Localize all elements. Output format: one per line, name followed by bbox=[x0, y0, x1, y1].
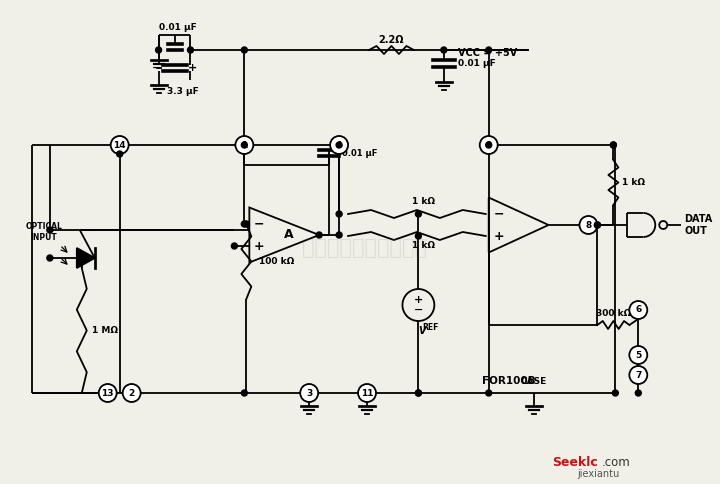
Text: 2: 2 bbox=[129, 389, 135, 397]
Text: V: V bbox=[418, 326, 426, 336]
Circle shape bbox=[358, 384, 376, 402]
Circle shape bbox=[336, 211, 342, 217]
Circle shape bbox=[486, 142, 492, 148]
Circle shape bbox=[99, 384, 117, 402]
Text: jiexiantu: jiexiantu bbox=[577, 469, 619, 479]
Circle shape bbox=[241, 142, 248, 148]
Text: 杭州捃睷科技有限公司: 杭州捃睷科技有限公司 bbox=[302, 238, 426, 258]
Circle shape bbox=[595, 222, 600, 228]
Circle shape bbox=[330, 136, 348, 154]
Circle shape bbox=[241, 47, 248, 53]
Circle shape bbox=[629, 301, 647, 319]
Circle shape bbox=[241, 390, 248, 396]
Text: 13: 13 bbox=[102, 389, 114, 397]
Circle shape bbox=[241, 221, 248, 227]
Text: 0.01 μF: 0.01 μF bbox=[342, 149, 377, 157]
Text: .com: .com bbox=[602, 455, 631, 469]
Text: +: + bbox=[188, 63, 197, 73]
Text: 3: 3 bbox=[306, 389, 312, 397]
Circle shape bbox=[441, 47, 447, 53]
Text: OPTICAL
INPUT: OPTICAL INPUT bbox=[25, 222, 63, 242]
Circle shape bbox=[111, 136, 129, 154]
Text: 3.3 μF: 3.3 μF bbox=[166, 88, 199, 96]
Circle shape bbox=[117, 151, 122, 157]
Circle shape bbox=[156, 47, 161, 53]
Text: +: + bbox=[254, 240, 265, 253]
Text: 1: 1 bbox=[241, 140, 248, 150]
Circle shape bbox=[300, 384, 318, 402]
Text: 11: 11 bbox=[361, 389, 373, 397]
Text: 7: 7 bbox=[635, 370, 642, 379]
Text: VCC = +5V: VCC = +5V bbox=[458, 48, 517, 58]
Circle shape bbox=[629, 366, 647, 384]
Text: FOR100B: FOR100B bbox=[482, 376, 536, 386]
Circle shape bbox=[187, 47, 194, 53]
Text: +: + bbox=[493, 229, 504, 242]
Text: 1 kΩ: 1 kΩ bbox=[622, 178, 645, 187]
Circle shape bbox=[611, 142, 616, 148]
Polygon shape bbox=[77, 248, 95, 268]
Circle shape bbox=[611, 142, 616, 148]
Text: 4: 4 bbox=[336, 140, 342, 150]
Text: 5: 5 bbox=[635, 350, 642, 360]
Text: 1 kΩ: 1 kΩ bbox=[412, 197, 435, 207]
Circle shape bbox=[629, 346, 647, 364]
Circle shape bbox=[47, 227, 53, 233]
Text: +: + bbox=[414, 295, 423, 305]
Text: CASE: CASE bbox=[521, 377, 546, 385]
Text: REF: REF bbox=[423, 323, 438, 333]
Circle shape bbox=[336, 232, 342, 238]
Text: 8: 8 bbox=[585, 221, 592, 229]
Circle shape bbox=[231, 243, 238, 249]
Text: 300 kΩ: 300 kΩ bbox=[595, 308, 631, 318]
Text: 0.01 μF: 0.01 μF bbox=[458, 60, 495, 69]
Text: −: − bbox=[493, 208, 504, 221]
Circle shape bbox=[122, 384, 140, 402]
Circle shape bbox=[415, 390, 421, 396]
Text: DATA
OUT: DATA OUT bbox=[684, 214, 712, 236]
Text: −: − bbox=[152, 63, 161, 73]
Circle shape bbox=[47, 255, 53, 261]
Text: 14: 14 bbox=[113, 140, 126, 150]
Text: 9: 9 bbox=[485, 140, 492, 150]
Circle shape bbox=[595, 222, 600, 228]
Circle shape bbox=[415, 211, 421, 217]
Circle shape bbox=[316, 232, 322, 238]
Text: 0.01 μF: 0.01 μF bbox=[158, 22, 197, 31]
Text: 6: 6 bbox=[635, 305, 642, 315]
Circle shape bbox=[336, 142, 342, 148]
Text: −: − bbox=[254, 217, 264, 230]
Circle shape bbox=[486, 47, 492, 53]
Text: A: A bbox=[284, 228, 294, 242]
Circle shape bbox=[613, 390, 618, 396]
Circle shape bbox=[235, 136, 253, 154]
Circle shape bbox=[635, 390, 642, 396]
Circle shape bbox=[480, 136, 498, 154]
Text: −: − bbox=[414, 305, 423, 315]
Text: 1 kΩ: 1 kΩ bbox=[412, 242, 435, 251]
Circle shape bbox=[415, 390, 421, 396]
Text: 2.2Ω: 2.2Ω bbox=[379, 35, 404, 45]
Circle shape bbox=[580, 216, 598, 234]
Text: 1 MΩ: 1 MΩ bbox=[91, 326, 118, 335]
Text: 100 kΩ: 100 kΩ bbox=[259, 257, 294, 266]
Text: Seeklc: Seeklc bbox=[553, 455, 598, 469]
Circle shape bbox=[415, 233, 421, 239]
Circle shape bbox=[486, 390, 492, 396]
Circle shape bbox=[243, 221, 249, 227]
